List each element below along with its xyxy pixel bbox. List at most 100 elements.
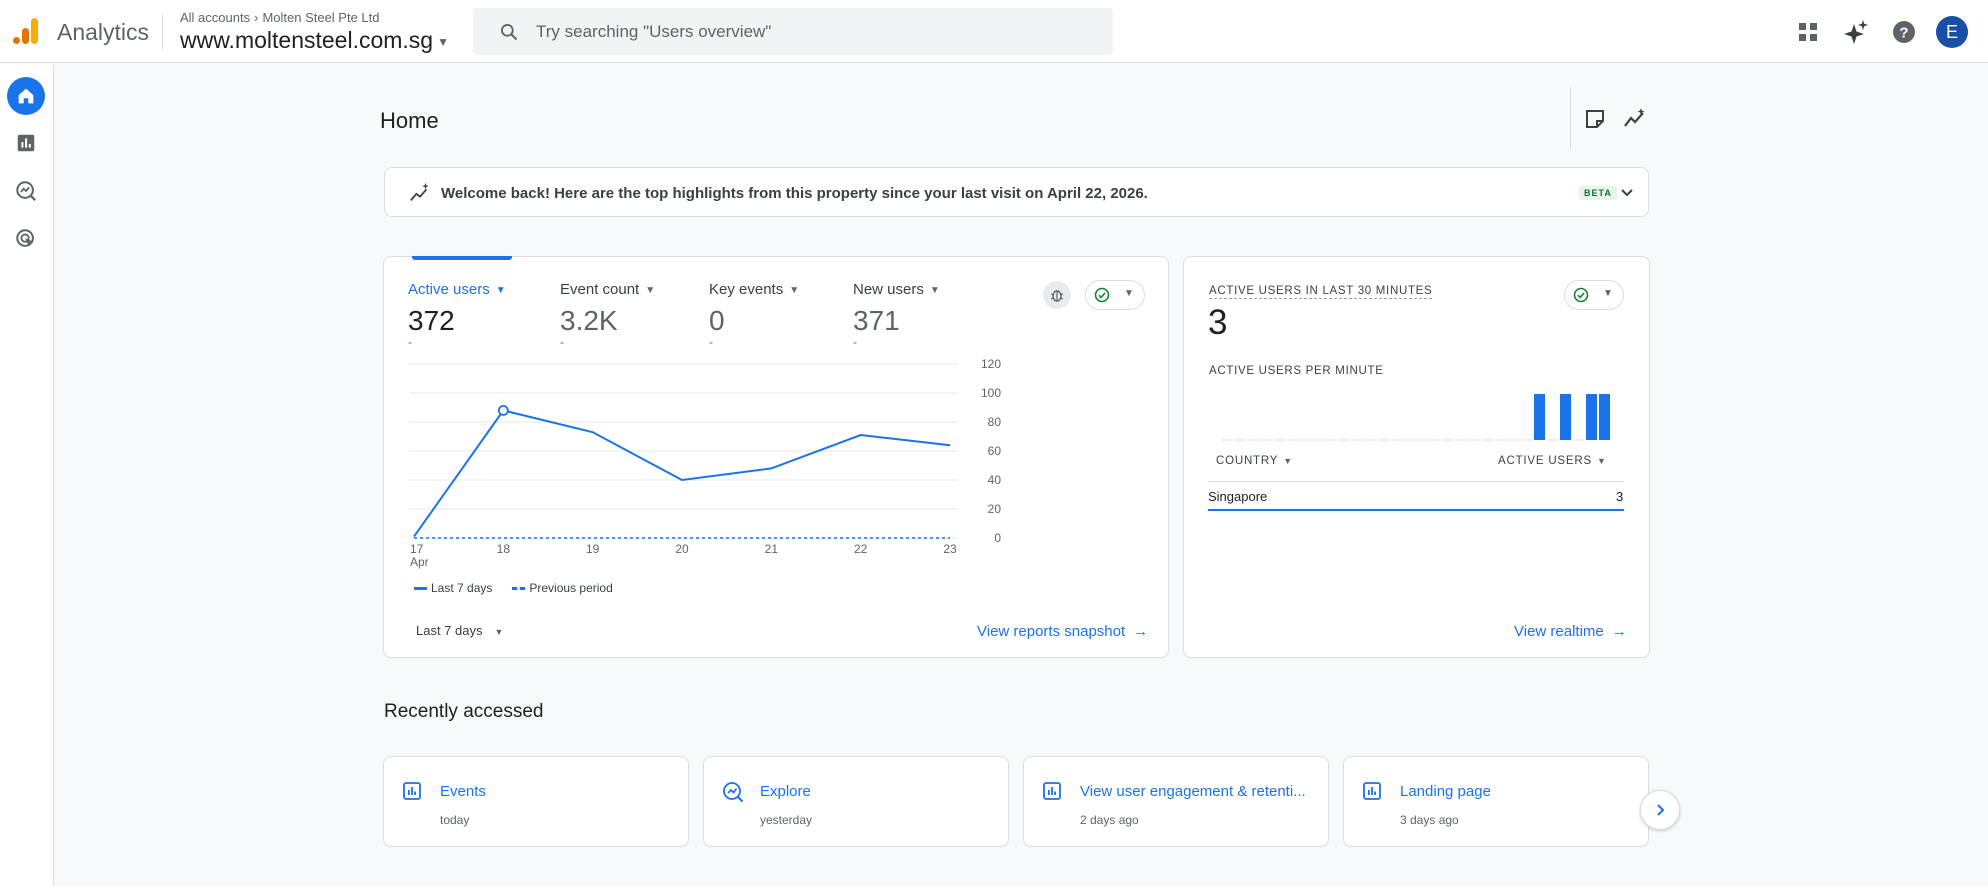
x-axis-ticks: 17 18 19 20 21 22 23 Apr xyxy=(410,542,957,569)
recent-item-time: yesterday xyxy=(760,813,813,827)
selected-tab-indicator xyxy=(412,256,512,260)
recent-item-title: Landing page xyxy=(1400,783,1491,800)
y-tick-label: 40 xyxy=(988,473,1002,487)
legend-series-2: Previous period xyxy=(529,581,613,595)
side-navigation xyxy=(0,64,54,886)
overview-card: Active users ▼ 372 - Event count ▼ 3.2K - … xyxy=(383,256,1169,658)
metric-label: Event count xyxy=(560,281,640,298)
bar-chart-icon xyxy=(17,134,35,152)
recent-item-card[interactable]: Events today xyxy=(383,756,689,847)
metric-event-count[interactable]: Event count ▼ 3.2K - xyxy=(560,281,655,349)
date-range-selector[interactable]: Last 7 days ▼ xyxy=(416,623,503,638)
nav-reports[interactable] xyxy=(7,124,45,162)
realtime-label[interactable]: ACTIVE USERS IN LAST 30 MINUTES xyxy=(1209,285,1433,299)
metric-change: - xyxy=(709,335,713,349)
table-cell-active-users: 3 xyxy=(1616,489,1624,504)
app-name: Analytics xyxy=(57,19,150,45)
page-title: Home xyxy=(380,108,439,133)
minute-bar xyxy=(1534,394,1545,440)
chevron-down-icon: ▼ xyxy=(494,627,504,637)
search-input[interactable] xyxy=(536,8,1096,55)
metric-value: 372 xyxy=(408,305,455,336)
breadcrumb-account[interactable]: Molten Steel Pte Ltd xyxy=(262,10,380,25)
recent-item-card[interactable]: Landing page 3 days ago xyxy=(1343,756,1649,847)
apps-grid-icon[interactable] xyxy=(1794,18,1822,46)
beta-badge: BETA xyxy=(1579,186,1617,200)
view-reports-snapshot-link[interactable]: View reports snapshot → xyxy=(977,623,1148,640)
comparison-status-button[interactable]: ▼ xyxy=(1085,280,1145,310)
expand-chevron-icon[interactable] xyxy=(1617,182,1637,202)
chart-gridlines xyxy=(409,363,958,539)
x-tick-label: 18 xyxy=(497,542,511,556)
column-header-label: COUNTRY xyxy=(1216,455,1279,467)
nav-explore[interactable] xyxy=(7,172,45,210)
legend-series-1: Last 7 days xyxy=(431,581,493,595)
chart-series xyxy=(413,404,951,539)
highlights-banner[interactable]: Welcome back! Here are the top highlight… xyxy=(384,167,1649,217)
notes-icon[interactable] xyxy=(1582,106,1608,132)
table-cell-country: Singapore xyxy=(1208,489,1268,504)
x-tick-label: 22 xyxy=(854,542,868,556)
legend-swatch-solid xyxy=(414,587,427,591)
bar-chart-icon xyxy=(403,782,421,800)
column-header-active-users[interactable]: ACTIVE USERS ▼ xyxy=(1498,455,1607,467)
bar-chart-icon xyxy=(1043,782,1061,800)
arrow-right-icon: → xyxy=(1133,623,1149,640)
recent-item-title: Explore xyxy=(760,783,811,800)
metric-key-events[interactable]: Key events ▼ 0 - xyxy=(709,281,799,349)
property-selector[interactable]: www.moltensteel.com.sg ▼ xyxy=(180,27,449,54)
realtime-status-button[interactable]: ▼ xyxy=(1564,280,1624,310)
property-dropdown-icon: ▼ xyxy=(437,34,449,49)
metric-active-users[interactable]: Active users ▼ 372 - xyxy=(408,281,506,348)
x-tick-label: 23 xyxy=(943,542,957,556)
recent-item-time: 2 days ago xyxy=(1080,813,1139,827)
data-quality-button[interactable] xyxy=(1043,281,1071,309)
minute-bar xyxy=(1599,394,1610,440)
y-tick-label: 0 xyxy=(994,531,1001,545)
column-header-country[interactable]: COUNTRY ▼ xyxy=(1216,455,1293,467)
title-divider xyxy=(1570,87,1571,149)
metric-change: - xyxy=(560,335,564,349)
metric-change: - xyxy=(853,335,857,349)
nav-advertising[interactable] xyxy=(7,220,45,258)
x-tick-label: 21 xyxy=(765,542,779,556)
recent-item-card[interactable]: Explore yesterday xyxy=(703,756,1009,847)
search-bar[interactable] xyxy=(473,8,1113,55)
nav-home[interactable] xyxy=(7,77,45,115)
analytics-logo-icon[interactable] xyxy=(12,16,42,46)
breadcrumb-root[interactable]: All accounts xyxy=(180,10,251,25)
carousel-next-button[interactable] xyxy=(1640,790,1680,830)
chevron-right-icon xyxy=(1657,804,1665,816)
insights-sparkle-icon xyxy=(410,182,429,201)
recent-item-card[interactable]: View user engagement & retenti... 2 days… xyxy=(1023,756,1329,847)
per-minute-label: ACTIVE USERS PER MINUTE xyxy=(1209,365,1384,377)
breadcrumb[interactable]: All accounts › Molten Steel Pte Ltd xyxy=(180,10,380,25)
explore-icon xyxy=(723,782,744,803)
bug-icon xyxy=(1050,290,1064,302)
home-icon xyxy=(18,88,34,104)
date-range-label: Last 7 days xyxy=(416,623,483,638)
link-label: View reports snapshot xyxy=(977,623,1126,640)
search-icon xyxy=(501,24,518,41)
sparkle-ai-icon[interactable] xyxy=(1842,18,1870,46)
metric-label: New users xyxy=(853,281,924,298)
y-tick-label: 20 xyxy=(988,502,1002,516)
help-icon[interactable]: ? xyxy=(1890,18,1918,46)
breadcrumb-chevron-icon: › xyxy=(254,10,259,25)
metric-new-users[interactable]: New users ▼ 371 - xyxy=(853,281,940,349)
y-axis-ticks: 0 20 40 60 80 100 120 xyxy=(981,357,1001,545)
advertising-target-icon xyxy=(16,229,34,247)
chevron-down-icon: ▼ xyxy=(1283,456,1293,466)
metric-value: 3.2K xyxy=(560,305,618,336)
recently-accessed-title: Recently accessed xyxy=(384,701,544,722)
header-divider xyxy=(162,14,163,50)
chevron-down-icon: ▼ xyxy=(1596,456,1607,466)
check-circle-icon xyxy=(1573,287,1589,303)
metric-label: Key events xyxy=(709,281,784,298)
insights-icon[interactable] xyxy=(1622,106,1648,132)
account-avatar[interactable]: E xyxy=(1936,16,1968,48)
last-7-days-line xyxy=(413,409,951,538)
link-label: View realtime xyxy=(1514,623,1604,640)
view-realtime-link[interactable]: View realtime → xyxy=(1514,623,1627,640)
chevron-down-icon: ▼ xyxy=(929,284,940,296)
